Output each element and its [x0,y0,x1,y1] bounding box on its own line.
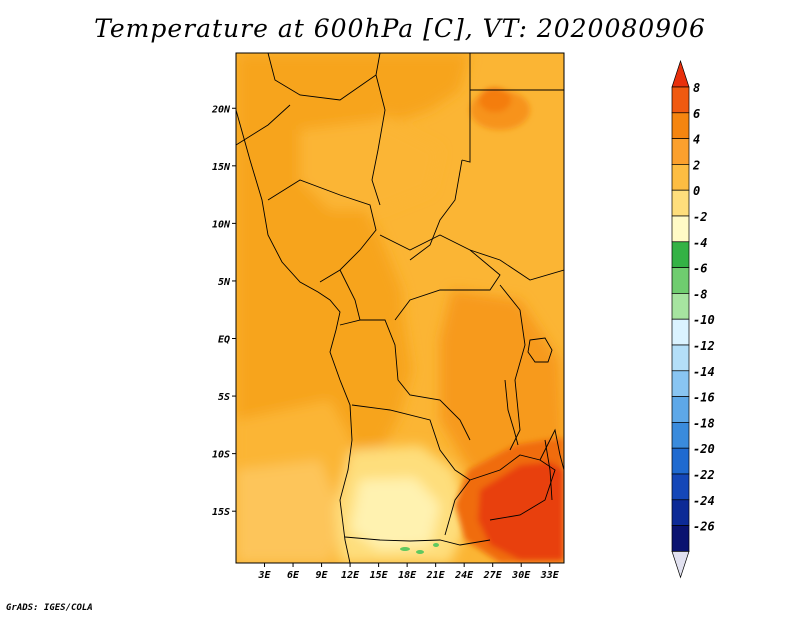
colorbar-label: -16 [693,391,715,405]
border-drc-east [499,284,526,451]
country-borders [236,53,564,563]
border-cameroon [339,269,361,326]
border-namibia [344,536,491,546]
y-tick-label: EQ [218,335,230,346]
colorbar-swatch [671,499,690,526]
colorbar-swatch [671,112,690,139]
field-zone-hottest [478,462,564,560]
colorbar-label: -20 [693,442,715,456]
y-axis: 20N 15N 10N 5N EQ 5S 10S 15S [211,104,236,518]
field-cold-patch [416,550,424,554]
x-tick-label: 27E [483,570,503,581]
colorbar-label: 0 [693,184,700,198]
x-tick-label: 18E [398,570,417,581]
colorbar: 8 6 4 2 0 -2 -4 -6 -8 -10 -12 -14 -16 -18 -20 -22 -24 -26 [671,59,715,579]
lake-victoria [527,337,553,363]
x-tick-label: 12E [341,570,360,581]
colorbar-swatch [671,215,690,243]
y-tick-label: 15S [212,507,230,518]
lake-malawi [544,439,553,501]
map-frame [235,52,565,564]
colorbar-label: -12 [693,339,715,353]
lake-tanganyika [504,379,519,446]
y-tick-label: 10S [212,450,230,461]
x-tick-label: 24E [454,570,474,581]
colorbar-label: -26 [693,520,715,534]
field-zone-coolest [350,478,440,550]
colorbar-swatch [671,344,690,372]
y-tick-label: 5N [218,277,231,288]
colorbar-label: -6 [693,262,707,276]
grads-credit: GrADS: IGES/COLA [6,603,93,613]
colorbar-swatch [671,525,690,552]
border-mali [236,104,291,146]
colorbar-label: -18 [693,416,715,430]
colorbar-label: 2 [692,158,700,172]
colorbar-swatch [671,318,690,346]
field-cold-patch [400,547,410,551]
y-tick-label: 10N [212,219,231,230]
x-tick-label: 30E [511,570,531,581]
colorbar-swatch [671,164,690,191]
colorbar-label: -24 [693,494,715,508]
border-mozambique [539,428,564,471]
colorbar-bottom-arrow [671,551,690,579]
colorbar-label: -14 [693,365,715,379]
colorbar-swatch [671,447,690,475]
colorbar-swatch [671,473,690,501]
colorbar-label: -8 [693,287,707,301]
colorbar-label: 4 [693,133,700,147]
x-tick-label: 6E [287,570,300,581]
colorbar-swatch [671,267,690,294]
temperature-field [236,53,564,563]
field-zone-sahel [300,120,440,210]
y-tick-label: 15N [212,162,231,173]
border-angola [351,404,471,536]
x-tick-label: 21E [426,570,446,581]
x-axis: 3E 6E 9E 12E 15E 18E 21E 24E 27E 30E 33E [257,563,560,581]
border-niger-chad [371,74,386,206]
x-tick-label: 33E [540,570,560,581]
field-zone-east-warm [440,290,564,470]
colorbar-top-arrow [671,59,690,88]
coastline-west [236,109,353,563]
border-sudan-south [469,249,564,281]
border-libya-algeria [267,53,381,101]
border-zambia [469,454,556,521]
colorbar-swatch [671,293,690,320]
y-tick-label: 5S [218,392,230,403]
colorbar-swatch [671,241,690,268]
colorbar-label: -22 [693,468,715,482]
border-congo-drc [360,319,471,441]
x-tick-label: 3E [257,570,271,581]
x-tick-label: 9E [316,570,329,581]
colorbar-label: 8 [693,81,700,95]
border-libya-egypt [461,53,471,163]
colorbar-label: -2 [693,210,707,224]
colorbar-swatch [671,138,690,165]
field-cold-patch [433,543,439,547]
colorbar-label: -10 [693,313,715,327]
field-zone-warm-libya [470,90,530,130]
y-tick-label: 20N [211,104,231,115]
border-car [379,234,501,321]
chart-title: Temperature at 600hPa [C], VT: 202008090… [94,14,706,43]
border-chad-sudan [409,159,463,261]
colorbar-swatch [671,370,690,397]
colorbar-swatch [671,189,690,217]
field-zone-southwest-mild [236,460,345,563]
colorbar-label: -4 [693,236,707,250]
x-tick-label: 15E [370,570,389,581]
colorbar-swatch [671,396,690,423]
border-nigeria [267,179,377,283]
colorbar-swatch [671,422,690,449]
colorbar-label: 6 [693,107,700,121]
colorbar-swatch [671,86,690,114]
